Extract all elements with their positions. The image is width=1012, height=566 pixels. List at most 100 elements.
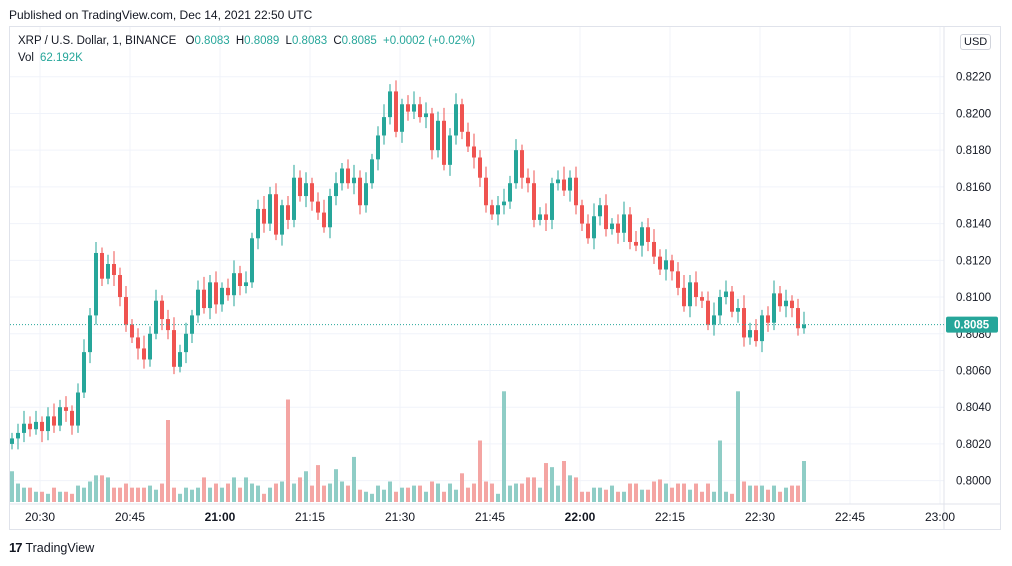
candle-body [700, 297, 704, 301]
volume-bar [196, 487, 200, 502]
candle-body [268, 194, 272, 224]
volume-bar [466, 487, 470, 502]
volume-bar [802, 461, 806, 502]
volume-bar [256, 485, 260, 502]
volume-bar [622, 491, 626, 502]
volume-bar [718, 440, 722, 502]
price-tick-label: 0.8160 [956, 182, 991, 194]
volume-bar [730, 493, 734, 502]
candle-body [490, 205, 494, 215]
candle-body [682, 287, 686, 307]
candle-body [652, 241, 656, 257]
candle-body [274, 194, 278, 235]
price-tick-label: 0.8180 [956, 145, 991, 157]
candle-body [322, 212, 326, 228]
candle-body [538, 214, 542, 220]
volume-bar [556, 485, 560, 502]
candle-body [388, 91, 392, 118]
candle-body [328, 196, 332, 228]
time-tick-label: 22:15 [655, 510, 685, 524]
volume-bar [568, 475, 572, 502]
volume-bar [184, 487, 188, 502]
candle-body [688, 282, 692, 307]
candle-body [280, 205, 284, 235]
volume-bar [334, 469, 338, 502]
high-value: 0.8089 [244, 35, 280, 47]
volume-bar [148, 485, 152, 502]
candle-body [784, 300, 788, 307]
volume-bar [292, 483, 296, 502]
volume-bar [754, 485, 758, 502]
price-tick-label: 0.8140 [956, 219, 991, 231]
volume-legend: Vol 62.192K [18, 52, 83, 64]
volume-bar [460, 473, 464, 502]
candle-body [676, 271, 680, 288]
candle-body [364, 183, 368, 206]
volume-bar [766, 489, 770, 502]
volume-bar [358, 489, 362, 502]
footer-brand[interactable]: 17 TradingView [9, 540, 94, 555]
volume-bar [436, 483, 440, 502]
volume-bar [52, 487, 56, 502]
candle-body [340, 168, 344, 184]
volume-bar [418, 485, 422, 502]
volume-bar [664, 483, 668, 502]
volume-bar [772, 485, 776, 502]
candle-body [22, 423, 26, 433]
candle-body [286, 205, 290, 220]
candle-body [70, 410, 74, 426]
candle-body [112, 263, 116, 276]
volume-bar [706, 483, 710, 502]
volume-bar [778, 491, 782, 502]
volume-bar [550, 467, 554, 502]
volume-bar [400, 487, 404, 502]
candle-body [628, 214, 632, 242]
volume-bar [16, 483, 20, 502]
volume-bar [580, 491, 584, 502]
volume-bar [340, 481, 344, 502]
candle-body [46, 416, 50, 432]
low-value: 0.8083 [291, 35, 328, 47]
candle-body [76, 392, 80, 426]
volume-bar [124, 483, 128, 502]
candle-body [754, 330, 758, 342]
volume-bar [412, 485, 416, 502]
candle-body [436, 120, 440, 151]
tradingview-logo-icon: 17 [9, 540, 23, 555]
volume-bar [214, 483, 218, 502]
candle-body [232, 273, 236, 296]
candle-body [550, 183, 554, 220]
candle-body [418, 104, 422, 118]
candle-body [256, 208, 260, 239]
volume-bar [688, 489, 692, 502]
volume-bar [742, 481, 746, 502]
volume-bar [670, 487, 674, 502]
candle-body [394, 91, 398, 132]
volume-bar [346, 485, 350, 502]
candle-body [748, 330, 752, 338]
price-tick-label: 0.8220 [956, 72, 991, 84]
volume-bar [316, 465, 320, 502]
candle-body [262, 208, 266, 224]
candle-body [634, 241, 638, 246]
candle-body [466, 131, 470, 147]
open-label: O [185, 35, 195, 47]
volume-bar [784, 487, 788, 502]
candle-body [190, 315, 194, 334]
volume-bar [796, 485, 800, 502]
volume-bar [508, 485, 512, 502]
volume-bar [430, 481, 434, 502]
footer-brand-name: TradingView [25, 540, 95, 555]
candle-body [484, 177, 488, 206]
time-axis: 20:30 20:45 21:00 21:15 21:30 21:45 22:00 22:15… [25, 510, 955, 524]
currency-badge[interactable]: USD [960, 34, 992, 50]
candle-body [472, 146, 476, 158]
volume-bar [106, 477, 110, 502]
volume-bar [676, 483, 680, 502]
candle-body [316, 201, 320, 213]
candle-body [670, 260, 674, 272]
candle-body [94, 252, 98, 316]
volume-bar [712, 491, 716, 502]
candle-body [184, 333, 188, 353]
